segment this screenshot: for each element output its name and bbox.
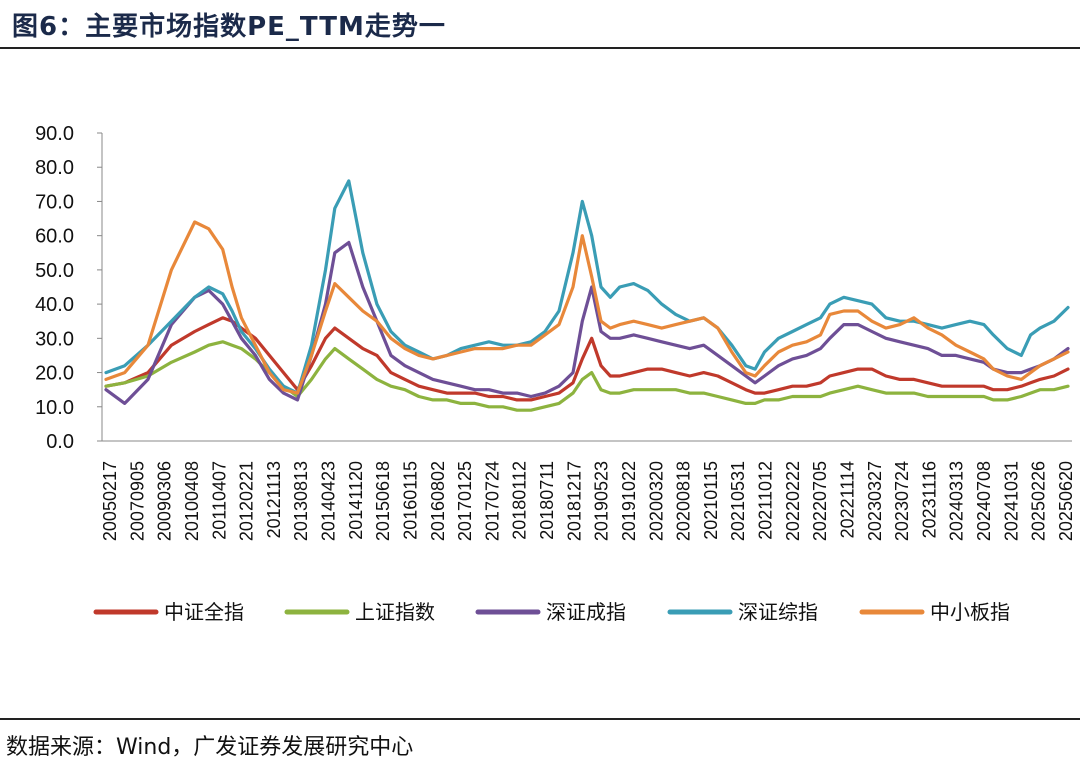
x-tick-label: 20210531 — [728, 461, 748, 541]
series-line-2 — [104, 240, 1070, 405]
line-chart: 0.010.020.030.040.050.060.070.080.090.0 … — [35, 123, 1076, 624]
x-tick-label: 20191022 — [619, 461, 639, 541]
y-tick-label: 70.0 — [35, 191, 74, 213]
chart-legend: 中证全指 上证指数 深证成指 深证综指 中小板指 — [93, 600, 1010, 624]
series-line-3 — [104, 179, 1070, 395]
x-tick-label: 20130813 — [291, 461, 311, 541]
x-tick-label: 20240313 — [947, 461, 967, 541]
x-tick-label: 20211012 — [756, 461, 776, 540]
y-tick-label: 60.0 — [35, 226, 74, 248]
page-title: 图6：主要市场指数PE_TTM走势一 — [12, 12, 446, 42]
x-tick-label: 20250226 — [1029, 461, 1049, 541]
chart-axes — [101, 133, 1072, 442]
series-line-4 — [104, 220, 1070, 395]
y-axis-ticks: 0.0 10.0 20.0 30.0 40.0 50.0 60.0 70.0 80.0 90.0 — [35, 123, 102, 453]
legend-label: 中证全指 — [164, 600, 244, 624]
series-line-0 — [104, 316, 1070, 402]
source-note: 数据来源：Wind，广发证券发展研究中心 — [6, 735, 414, 760]
x-tick-label: 20110407 — [209, 461, 229, 540]
x-tick-label: 20141120 — [346, 461, 366, 540]
x-tick-label: 20200818 — [674, 461, 694, 541]
x-tick-label: 20190523 — [592, 461, 612, 541]
x-tick-label: 20221114 — [837, 461, 857, 538]
x-tick-label: 20230327 — [865, 461, 885, 541]
chart-series — [104, 179, 1070, 412]
x-axis-ticks: 20050217 20070905 20090306 20100408 20110407… — [100, 461, 1076, 541]
x-tick-label: 20150618 — [373, 461, 393, 541]
x-tick-label: 20100408 — [182, 461, 202, 541]
x-tick-label: 20241031 — [1001, 461, 1021, 541]
x-tick-label: 20170125 — [455, 461, 475, 541]
x-tick-label: 20220705 — [810, 461, 830, 541]
x-tick-label: 20180711 — [537, 461, 557, 540]
x-tick-label: 20230724 — [892, 461, 912, 541]
x-tick-label: 20170724 — [482, 461, 502, 541]
y-tick-label: 80.0 — [35, 157, 74, 179]
x-tick-label: 20200320 — [646, 461, 666, 541]
x-tick-label: 20160115 — [400, 461, 420, 540]
x-tick-label: 20090306 — [155, 461, 175, 541]
x-tick-label: 20210115 — [701, 461, 721, 540]
series-line-1 — [104, 340, 1070, 412]
x-tick-label: 20160802 — [428, 461, 448, 541]
y-tick-label: 30.0 — [35, 328, 74, 350]
legend-label: 上证指数 — [355, 600, 435, 624]
y-tick-label: 50.0 — [35, 260, 74, 282]
x-tick-label: 20250620 — [1056, 461, 1076, 541]
legend-label: 中小板指 — [930, 600, 1010, 624]
x-tick-label: 20220222 — [783, 461, 803, 541]
x-tick-label: 20140423 — [319, 461, 339, 541]
legend-label: 深证综指 — [738, 600, 818, 624]
x-tick-label: 20231116 — [919, 461, 939, 538]
y-tick-label: 0.0 — [46, 431, 74, 453]
y-tick-label: 40.0 — [35, 294, 74, 316]
legend-label: 深证成指 — [546, 600, 626, 624]
x-tick-label: 20181217 — [564, 461, 584, 541]
x-tick-label: 20180112 — [510, 461, 530, 540]
x-tick-label: 20050217 — [100, 461, 120, 541]
x-tick-label: 20120221 — [237, 461, 257, 541]
y-tick-label: 20.0 — [35, 363, 74, 385]
y-tick-label: 90.0 — [35, 123, 74, 145]
title-divider — [0, 47, 1080, 49]
x-tick-label: 20240708 — [974, 461, 994, 541]
y-tick-label: 10.0 — [35, 397, 74, 419]
x-tick-label: 20070905 — [127, 461, 147, 541]
footer-divider — [0, 718, 1080, 720]
x-tick-label: 20121113 — [264, 461, 284, 538]
